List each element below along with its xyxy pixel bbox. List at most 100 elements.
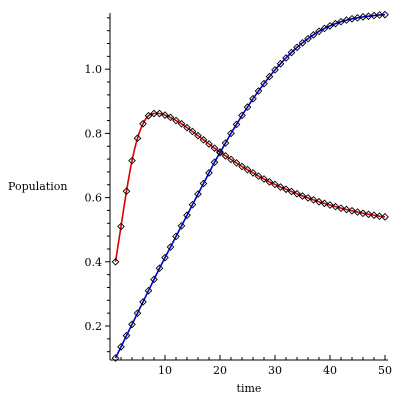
data-point	[260, 175, 268, 183]
x-tick-label: 30	[268, 364, 282, 377]
data-point	[375, 11, 384, 19]
data-point	[139, 298, 147, 306]
data-point	[342, 205, 351, 214]
data-point	[309, 31, 318, 39]
data-point	[320, 24, 329, 33]
data-point	[243, 165, 252, 174]
data-point	[216, 148, 224, 156]
y-tick-label: 0.2	[85, 320, 103, 333]
data-point	[254, 172, 263, 180]
data-point	[166, 113, 175, 122]
data-point	[265, 178, 274, 186]
data-point	[221, 152, 230, 160]
data-point	[177, 222, 186, 230]
data-point	[199, 135, 208, 144]
data-point	[133, 134, 142, 143]
data-point	[161, 253, 169, 262]
axes	[109, 13, 388, 361]
data-point	[298, 39, 307, 47]
data-point	[199, 179, 208, 188]
data-point	[320, 199, 329, 208]
data-point	[309, 196, 318, 204]
data-point	[271, 66, 279, 74]
data-point	[238, 111, 246, 120]
data-point	[381, 213, 389, 221]
data-point	[331, 19, 340, 28]
tick-labels: 10 20 30 40 50 0.2 0.4 0.6 0.8 1.0	[85, 63, 393, 377]
data-point	[227, 129, 235, 138]
x-tick-label: 40	[323, 364, 337, 377]
data-point	[183, 123, 191, 132]
data-point	[227, 155, 235, 164]
data-point	[210, 144, 219, 153]
data-point	[139, 119, 147, 128]
y-tick-label: 0.4	[85, 256, 103, 269]
y-axis-title: Population	[8, 180, 67, 193]
data-point	[370, 211, 378, 220]
data-point	[276, 59, 285, 68]
series-layer	[111, 10, 389, 362]
y-tick-label: 0.6	[85, 192, 103, 205]
data-point	[117, 222, 125, 231]
data-point	[122, 187, 131, 196]
data-point	[216, 148, 224, 157]
data-point	[133, 309, 142, 317]
data-point	[221, 139, 230, 147]
series-1-line	[114, 112, 386, 262]
data-point	[298, 192, 307, 200]
data-point	[232, 159, 241, 167]
y-tick-label: 1.0	[85, 63, 103, 76]
data-point	[172, 116, 180, 125]
data-point	[150, 275, 158, 284]
data-point	[364, 210, 373, 219]
data-point	[359, 209, 367, 218]
series-1	[111, 109, 389, 266]
data-point	[172, 232, 180, 241]
data-point	[348, 206, 356, 215]
data-point	[337, 204, 345, 213]
data-point	[177, 119, 186, 128]
data-point	[188, 200, 197, 209]
data-point	[238, 162, 246, 171]
data-point	[194, 190, 202, 198]
data-point	[188, 127, 197, 136]
data-point	[183, 211, 191, 220]
data-point	[375, 212, 384, 221]
data-point	[155, 264, 164, 273]
data-point	[194, 131, 202, 140]
data-point	[144, 111, 153, 120]
data-point	[331, 202, 340, 211]
data-point	[304, 194, 312, 202]
data-point	[166, 243, 175, 251]
data-point	[287, 48, 296, 57]
data-point	[260, 79, 268, 88]
data-point	[254, 87, 263, 95]
x-tick-label: 20	[213, 364, 227, 377]
data-point	[282, 54, 290, 62]
series-2-line	[114, 13, 386, 359]
data-point	[276, 183, 285, 191]
data-point	[150, 109, 158, 118]
data-point	[293, 43, 301, 52]
data-point	[243, 103, 252, 111]
data-point	[161, 111, 169, 119]
data-point	[265, 72, 274, 81]
data-point	[381, 10, 389, 19]
data-point	[293, 189, 301, 198]
data-point	[128, 320, 136, 329]
data-point	[111, 257, 120, 266]
data-point	[111, 354, 120, 362]
data-point	[337, 17, 345, 26]
data-point	[210, 158, 219, 167]
data-point	[315, 197, 323, 206]
series-2	[111, 10, 389, 362]
data-point	[353, 208, 362, 216]
data-point	[155, 109, 164, 118]
data-point	[205, 169, 213, 177]
data-point	[232, 120, 241, 129]
data-point	[128, 156, 136, 165]
data-point	[249, 94, 257, 103]
x-tick-label: 50	[378, 364, 392, 377]
ticks	[105, 17, 386, 360]
